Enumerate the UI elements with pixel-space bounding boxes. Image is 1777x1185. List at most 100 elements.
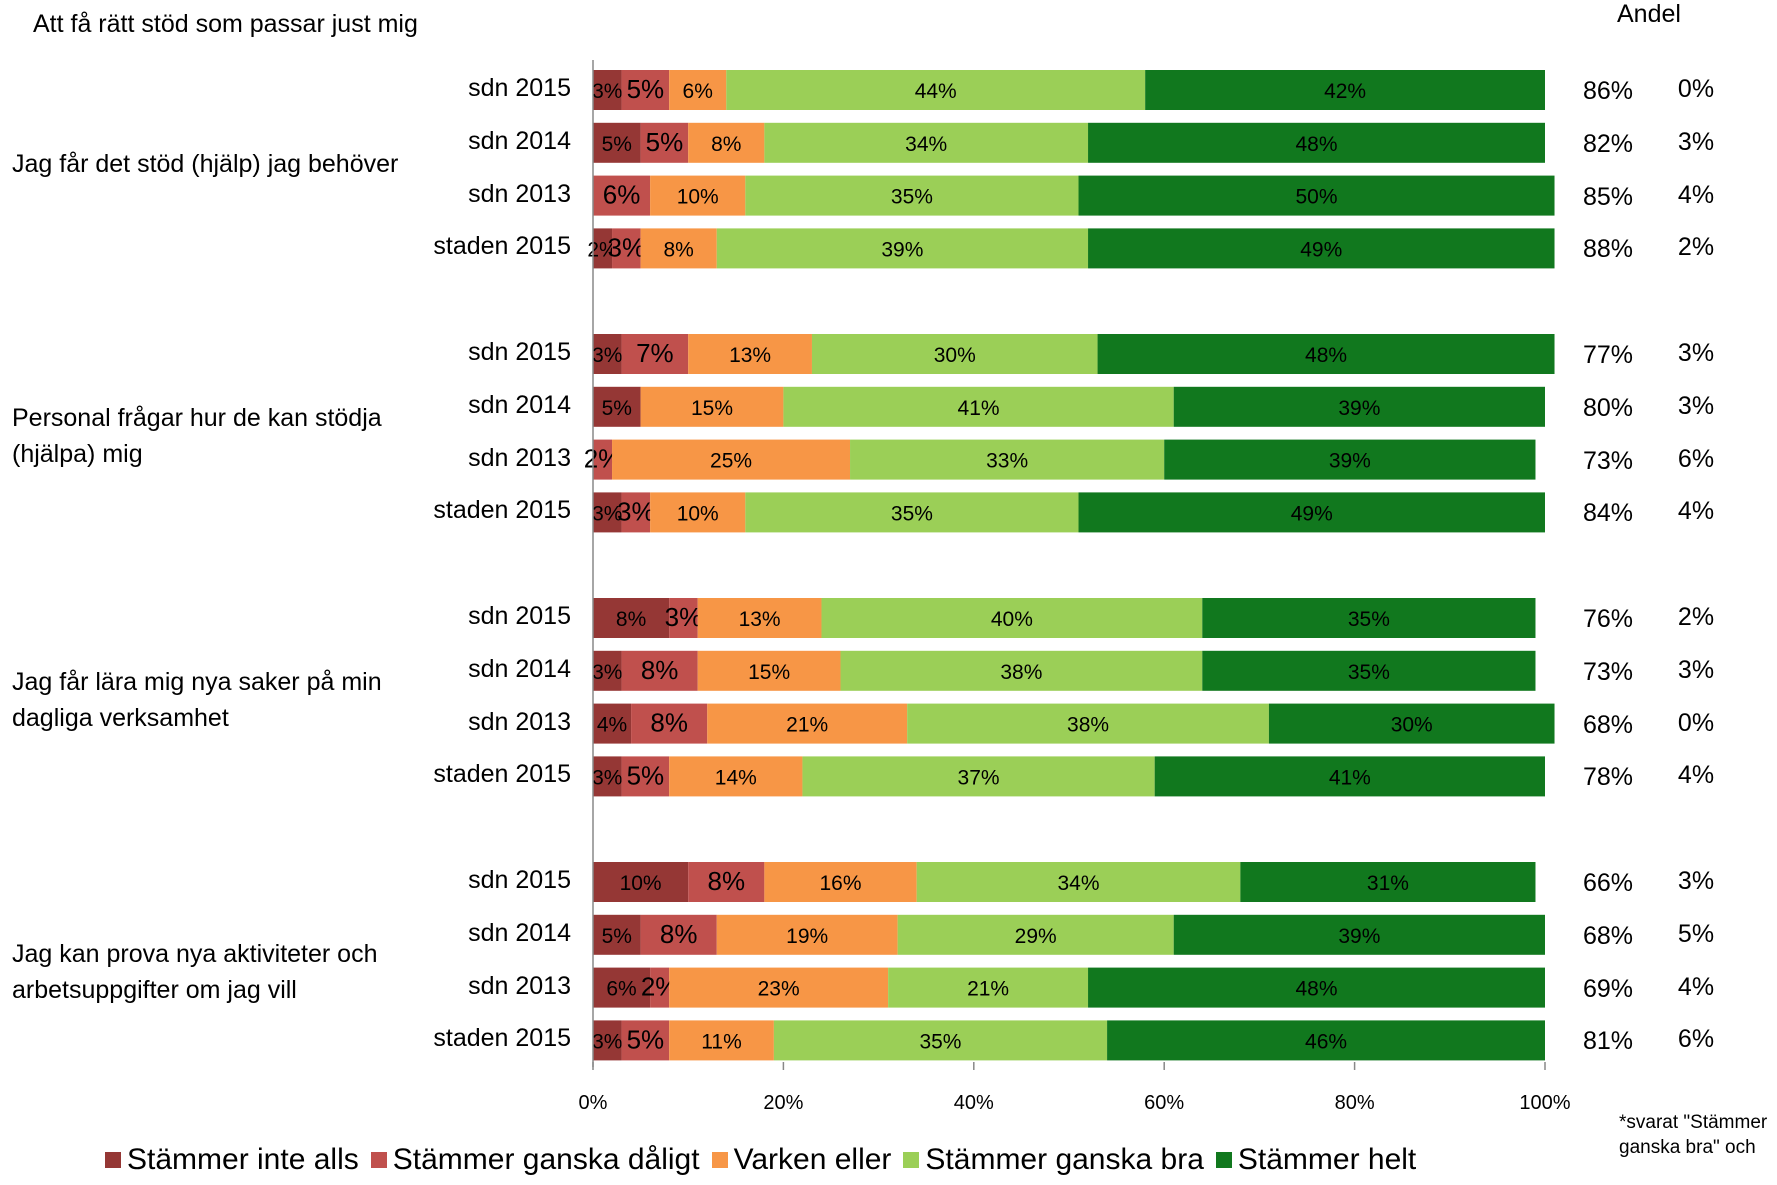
legend-label: Stämmer inte alls [127, 1143, 359, 1176]
category-label: sdn 2013 [468, 179, 571, 208]
bar-segment [593, 175, 651, 216]
legend-item: Stämmer ganska bra [903, 1143, 1204, 1177]
data-label: 3% [592, 1030, 622, 1053]
data-label: 5% [602, 397, 632, 420]
data-label: 40% [991, 608, 1033, 631]
second-value: 3% [1677, 127, 1715, 156]
data-label: 46% [1305, 1030, 1347, 1053]
data-label: 4% [597, 714, 627, 737]
data-label: 29% [1015, 925, 1057, 948]
legend-label: Stämmer ganska dåligt [392, 1143, 700, 1176]
data-label: 11% [701, 1030, 741, 1053]
data-label: 49% [1300, 238, 1342, 261]
x-tick-label: 0% [578, 1092, 608, 1114]
data-label: 10% [677, 502, 719, 525]
bar-segment [621, 492, 651, 533]
bar-segment [621, 334, 689, 374]
data-label: 30% [1391, 714, 1433, 737]
category-label: sdn 2014 [468, 390, 571, 419]
bar-segment [840, 650, 1203, 691]
bar-segment [650, 492, 746, 533]
category-label: sdn 2015 [468, 74, 571, 102]
category-label: staden 2015 [433, 1024, 571, 1053]
data-label: 6% [606, 978, 636, 1001]
bar-segment [593, 439, 613, 480]
bar-segment [707, 703, 908, 744]
bar-segment [650, 175, 746, 216]
data-label: 5% [602, 133, 632, 156]
andel-value: 86% [1582, 77, 1634, 105]
data-label: 21% [967, 978, 1009, 1001]
category-label: sdn 2014 [468, 918, 571, 947]
bar-segment [593, 862, 689, 902]
bar-segment [716, 228, 1089, 269]
group-label: Jag kan prova nya aktiviteter och arbets… [12, 940, 378, 1004]
bar-segment [1202, 650, 1536, 691]
bar-segment [811, 334, 1098, 374]
data-label: 23% [758, 978, 800, 1001]
legend-item: Stämmer inte alls [105, 1143, 359, 1177]
x-tick-label: 40% [953, 1092, 994, 1114]
bar-segment [802, 756, 1155, 797]
group-label: Jag får lära mig nya saker på min daglig… [12, 668, 382, 732]
bar-segment [593, 703, 632, 744]
andel-value: 85% [1582, 182, 1634, 211]
category-label: sdn 2013 [468, 971, 571, 1000]
legend-label: Stämmer helt [1237, 1143, 1417, 1176]
data-label: 8% [707, 866, 745, 896]
data-label: 35% [1348, 608, 1390, 631]
legend-swatch [1215, 1152, 1232, 1168]
data-label: 5% [627, 1024, 665, 1054]
legend-swatch [370, 1152, 387, 1168]
data-label: 10% [677, 186, 719, 209]
bar-segment [621, 756, 670, 797]
category-label: sdn 2015 [468, 338, 571, 366]
bar-segment [688, 334, 812, 374]
data-label: 30% [934, 344, 976, 367]
data-label: 39% [1338, 925, 1380, 948]
data-label: 3% [592, 766, 622, 789]
data-label: 14% [715, 766, 757, 789]
bar-segment [821, 598, 1203, 638]
bar-segment [669, 70, 727, 110]
data-label: 8% [711, 133, 741, 156]
bar-segment [621, 650, 698, 691]
data-label: 3% [608, 232, 646, 262]
data-label: 38% [1000, 661, 1042, 684]
bar-segment [669, 1020, 774, 1061]
data-label: 7% [636, 338, 674, 368]
andel-value: 76% [1582, 605, 1634, 633]
bar-segment [1164, 439, 1536, 480]
andel-value: 84% [1582, 499, 1634, 528]
legend-swatch [903, 1152, 920, 1168]
data-label: 2% [587, 238, 617, 261]
data-label: 5% [646, 127, 684, 157]
bar-segment [1107, 1020, 1545, 1061]
second-value: 3% [1677, 339, 1715, 367]
data-label: 39% [1329, 450, 1371, 473]
chart-title: Att få rätt stöd som passar just mig [33, 10, 418, 38]
bar-segment [783, 386, 1174, 427]
x-tick-label: 100% [1519, 1092, 1571, 1114]
data-label: 8% [664, 238, 694, 261]
bar-segment [650, 967, 670, 1008]
data-label: 37% [958, 766, 1000, 789]
bar-segment [593, 228, 613, 269]
data-label: 42% [1324, 80, 1366, 103]
legend: Stämmer inte alls Stämmer ganska dåligt Va… [105, 1143, 1428, 1177]
bar-segment [1088, 122, 1545, 163]
data-label: 33% [986, 450, 1028, 473]
data-label: 10% [620, 872, 662, 895]
legend-swatch [105, 1152, 121, 1168]
second-value: 4% [1677, 497, 1715, 526]
bar-segment [1173, 914, 1545, 955]
bar-segment [1202, 598, 1536, 638]
bar-segment [1078, 175, 1555, 216]
data-label: 50% [1296, 186, 1338, 209]
second-value: 0% [1677, 708, 1715, 737]
data-label: 35% [919, 1030, 961, 1053]
bar-segment [593, 386, 641, 427]
data-label: 13% [739, 608, 781, 631]
data-label: 3% [665, 602, 703, 632]
andel-value: 80% [1582, 393, 1634, 422]
